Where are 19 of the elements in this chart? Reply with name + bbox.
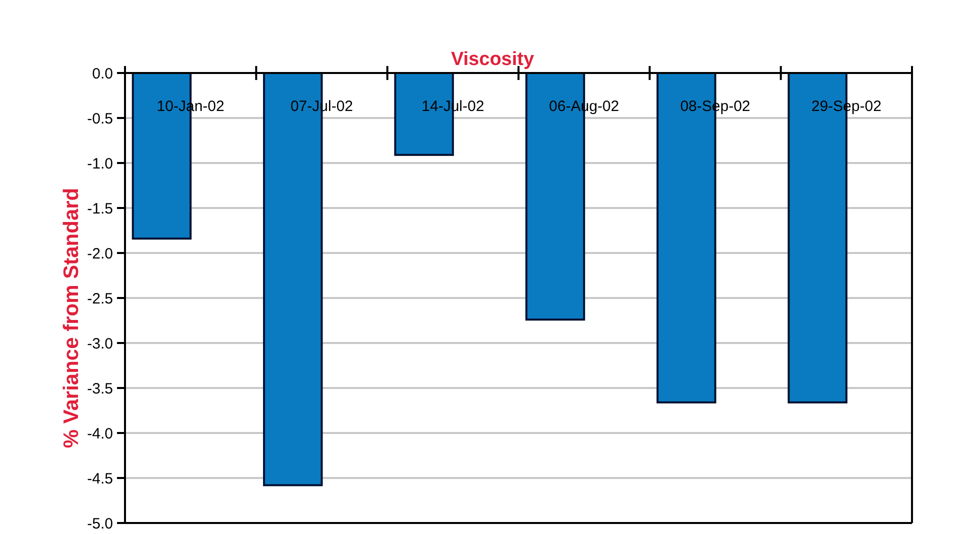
y-tick-label: -3.0 (87, 335, 113, 352)
y-tick-label: -1.0 (87, 155, 113, 172)
x-tick-label: 14-Jul-02 (422, 98, 484, 115)
x-tick-label: 10-Jan-02 (156, 98, 224, 115)
y-tick-label: -2.0 (87, 245, 113, 262)
x-tick-label: 07-Jul-02 (290, 98, 354, 115)
y-tick-label: -1.5 (87, 200, 113, 218)
chart-title: Viscosity (450, 49, 534, 70)
y-tick-label: -0.5 (87, 110, 113, 128)
y-tick-label: 0.0 (92, 65, 113, 82)
x-tick-label: 29-Sep-02 (811, 98, 882, 115)
x-tick-label: 06-Aug-02 (549, 98, 620, 115)
y-tick-label: -4.5 (87, 470, 113, 488)
y-tick-label: -4.0 (87, 425, 113, 442)
y-axis-title: % Variance from Standard (60, 188, 83, 448)
y-tick-label: -2.5 (87, 290, 113, 308)
y-tick-label: -3.5 (87, 380, 113, 398)
y-tick-label: -5.0 (87, 515, 113, 532)
x-tick-label: 08-Sep-02 (680, 98, 750, 115)
